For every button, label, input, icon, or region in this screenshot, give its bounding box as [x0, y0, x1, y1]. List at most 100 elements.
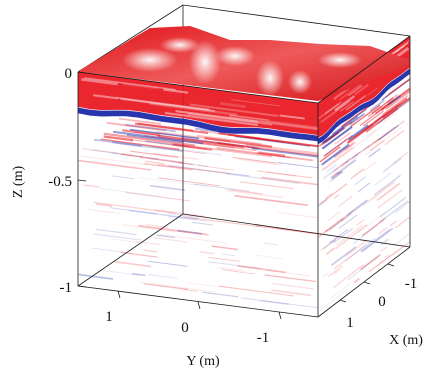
reflection-streak	[357, 210, 387, 234]
reflection-streak	[325, 193, 333, 200]
reflection-streak	[356, 218, 365, 226]
reflection-streak	[368, 147, 381, 158]
reflection-streak	[129, 209, 198, 220]
reflection-streak	[344, 145, 370, 164]
reflection-streak	[114, 260, 152, 268]
reflection-streak	[324, 209, 355, 233]
reflection-streak	[328, 212, 352, 231]
reflection-streak	[111, 141, 142, 147]
reflection-streak	[321, 126, 345, 145]
reflection-streak	[264, 274, 316, 283]
negative-layer	[78, 107, 318, 142]
reflection-streak	[382, 112, 397, 124]
y-axis: 1 0 -1 Y (m)	[105, 290, 282, 369]
reflection-streak	[327, 211, 341, 222]
reflection-streak	[238, 158, 282, 166]
reflection-streak	[357, 182, 371, 193]
reflection-streak	[78, 159, 152, 171]
reflection-streak	[324, 103, 340, 115]
reflection-streak	[373, 174, 402, 196]
reflection-streak	[345, 95, 367, 111]
reflection-streak	[362, 161, 377, 172]
reflection-streak	[131, 272, 146, 277]
reflection-streak	[363, 126, 396, 152]
reflection-streak	[271, 289, 311, 297]
reflection-streak	[217, 142, 260, 150]
reflection-streak	[320, 289, 348, 311]
reflection-streak	[240, 181, 294, 190]
reflection-streak	[232, 156, 277, 164]
surface-highlight	[122, 48, 178, 72]
reflection-streak	[254, 137, 319, 148]
y-tick-label: -1	[257, 330, 270, 346]
front-left-face	[78, 72, 319, 309]
reflection-streak	[143, 135, 235, 149]
reflection-streak	[153, 152, 199, 160]
reflection-streak	[225, 189, 284, 199]
reflection-streak	[187, 112, 273, 126]
reflection-streak	[348, 204, 364, 217]
reflection-streak	[336, 224, 363, 246]
reflection-streak	[255, 254, 284, 260]
reflection-streak	[336, 159, 357, 175]
reflection-streak	[337, 195, 353, 208]
reflection-streak	[322, 272, 329, 278]
reflection-streak	[186, 282, 217, 287]
reflection-streak	[167, 212, 199, 219]
reflection-streak	[319, 146, 341, 163]
reflection-streak	[177, 229, 203, 235]
reflection-streak	[131, 139, 207, 150]
reflection-streak	[320, 146, 353, 172]
reflection-streak	[123, 82, 159, 90]
reflection-streak	[347, 124, 369, 141]
reflection-streak	[323, 134, 354, 158]
reflection-streak	[385, 126, 403, 140]
reflection-streak	[374, 172, 392, 186]
reflection-streak	[380, 246, 388, 252]
reflection-streak	[385, 90, 411, 110]
reflection-streak	[333, 264, 365, 289]
reflection-streak	[158, 177, 220, 187]
reflection-streak	[172, 143, 213, 151]
reflection-streak	[394, 45, 406, 54]
reflection-streak	[216, 147, 313, 162]
reflection-streak	[208, 261, 261, 269]
reflection-streak	[175, 110, 259, 123]
reflection-streak	[346, 123, 374, 144]
reflection-streak	[381, 78, 411, 101]
reflection-streak	[334, 95, 356, 112]
reflection-streak	[321, 126, 353, 150]
reflection-streak	[360, 253, 381, 271]
reflection-streak	[95, 228, 137, 236]
reflection-streak	[116, 96, 210, 111]
surface-highlight	[189, 40, 221, 84]
reflection-streak	[379, 197, 407, 218]
reflection-streak	[360, 228, 391, 252]
reflection-streak	[347, 85, 363, 97]
y-tick-mark	[278, 311, 282, 320]
reflection-streak	[226, 173, 300, 185]
reflection-streak	[129, 128, 199, 140]
reflection-streak	[144, 163, 193, 171]
z-axis: 0 -0.5 -1 Z (m)	[11, 66, 87, 296]
reflection-streak	[88, 209, 121, 214]
reflection-streak	[317, 101, 342, 120]
reflection-streak	[93, 138, 183, 152]
reflection-streak	[261, 176, 319, 186]
reflection-streak	[134, 131, 234, 146]
reflection-streak	[125, 123, 176, 133]
reflection-streak	[122, 129, 161, 137]
reflection-streak	[135, 240, 160, 246]
reflection-streak	[368, 254, 392, 273]
reflection-streak	[153, 237, 188, 243]
reflection-streak	[359, 108, 384, 126]
reflection-streak	[189, 103, 279, 117]
reflection-streak	[183, 216, 260, 228]
reflection-streak	[329, 228, 349, 244]
z-tick-mark	[77, 179, 87, 182]
reflection-streak	[344, 143, 354, 152]
reflection-streak	[163, 88, 189, 94]
reflection-streak	[228, 115, 319, 130]
reflection-streak	[145, 140, 190, 148]
